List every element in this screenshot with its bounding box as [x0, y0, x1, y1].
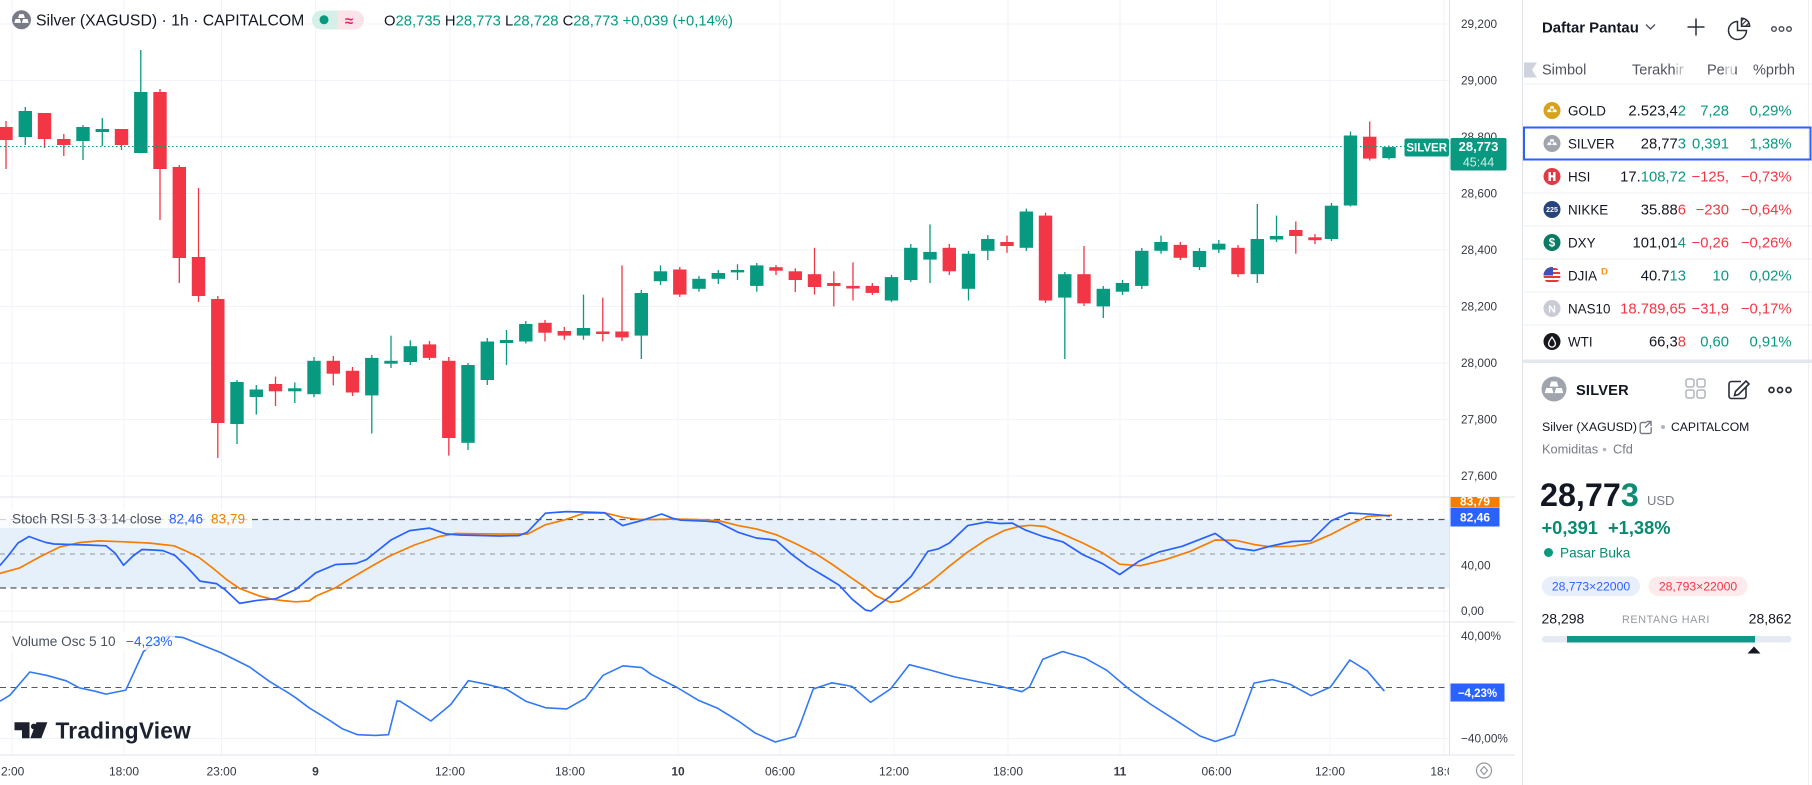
- svg-text:%prbh: %prbh: [1753, 63, 1795, 79]
- svg-text:18:00: 18:00: [109, 765, 139, 779]
- svg-text:Terakhir: Terakhir: [1632, 63, 1684, 79]
- svg-text:35.886: 35.886: [1641, 203, 1686, 219]
- svg-text:1,38%: 1,38%: [1750, 137, 1792, 153]
- svg-text:18:00: 18:00: [555, 765, 585, 779]
- svg-text:O28,735 H28,773 L28,728 C28,77: O28,735 H28,773 L28,728 C28,773 +0,039 (…: [384, 13, 733, 29]
- svg-text:101,014: 101,014: [1633, 236, 1687, 252]
- svg-text:SILVER: SILVER: [1406, 143, 1447, 155]
- svg-text:Cfd: Cfd: [1613, 442, 1633, 457]
- svg-text:18:00: 18:00: [993, 765, 1023, 779]
- svg-text:28,793×22000: 28,793×22000: [1659, 580, 1738, 594]
- svg-text:28,298: 28,298: [1542, 611, 1585, 627]
- svg-text:18:0: 18:0: [1430, 765, 1454, 779]
- svg-text:82,46: 82,46: [1460, 511, 1490, 525]
- svg-text:DXY: DXY: [1568, 236, 1596, 251]
- svg-text:−40,00%: −40,00%: [1461, 732, 1508, 746]
- svg-text:28,400: 28,400: [1461, 243, 1498, 257]
- svg-text:+1,38%: +1,38%: [1608, 517, 1671, 538]
- svg-text:−0,17%: −0,17%: [1741, 302, 1792, 318]
- svg-text:RENTANG HARI: RENTANG HARI: [1622, 614, 1710, 626]
- svg-text:40.713: 40.713: [1641, 269, 1686, 285]
- svg-text:N: N: [1548, 303, 1556, 315]
- svg-text:28,862: 28,862: [1749, 611, 1792, 627]
- svg-text:12:00: 12:00: [879, 765, 909, 779]
- svg-text:23:00: 23:00: [206, 765, 236, 779]
- svg-text:225: 225: [1546, 207, 1558, 214]
- svg-text:Pasar Buka: Pasar Buka: [1560, 546, 1631, 561]
- svg-text:0,29%: 0,29%: [1750, 104, 1792, 120]
- svg-text:−125,: −125,: [1692, 170, 1729, 186]
- svg-text:Stoch RSI 5 3 3 14 close: Stoch RSI 5 3 3 14 close: [12, 512, 162, 527]
- svg-text:−31,9: −31,9: [1692, 302, 1729, 318]
- svg-text:GOLD: GOLD: [1568, 104, 1606, 119]
- svg-text:2:00: 2:00: [1, 765, 25, 779]
- svg-text:10: 10: [671, 765, 685, 779]
- svg-text:28,773: 28,773: [1641, 137, 1686, 153]
- svg-text:28,773: 28,773: [1459, 139, 1499, 154]
- svg-text:9: 9: [312, 765, 319, 779]
- svg-text:−4,23%: −4,23%: [1458, 688, 1497, 700]
- svg-text:D: D: [1601, 267, 1608, 278]
- svg-text:−0,26%: −0,26%: [1741, 236, 1792, 252]
- svg-text:CAPITALCOM: CAPITALCOM: [1671, 420, 1749, 434]
- svg-text:Silver (XAGUSD) · 1h · CAPITAL: Silver (XAGUSD) · 1h · CAPITALCOM: [36, 13, 304, 30]
- svg-text:−230: −230: [1696, 203, 1729, 219]
- svg-text:TradingView: TradingView: [56, 718, 192, 744]
- svg-text:27,600: 27,600: [1461, 469, 1498, 483]
- svg-text:45:44: 45:44: [1463, 155, 1494, 169]
- svg-text:06:00: 06:00: [1201, 765, 1231, 779]
- svg-text:≈: ≈: [345, 13, 353, 30]
- svg-text:SILVER: SILVER: [1576, 383, 1629, 399]
- svg-text:Simbol: Simbol: [1542, 63, 1586, 79]
- svg-text:Daftar Pantau: Daftar Pantau: [1542, 21, 1639, 37]
- svg-text:11: 11: [1114, 765, 1127, 779]
- svg-text:83,79: 83,79: [1460, 495, 1490, 509]
- svg-text:29,200: 29,200: [1461, 17, 1498, 31]
- svg-text:Volume Osc 5 10: Volume Osc 5 10: [12, 634, 116, 649]
- svg-text:28,600: 28,600: [1461, 187, 1498, 201]
- svg-text:83,79: 83,79: [211, 512, 245, 527]
- svg-text:0,02%: 0,02%: [1750, 269, 1792, 285]
- svg-text:28,773: 28,773: [1540, 477, 1639, 513]
- svg-text:12:00: 12:00: [435, 765, 465, 779]
- svg-text:SILVER: SILVER: [1568, 137, 1615, 152]
- svg-text:7,28: 7,28: [1700, 104, 1729, 120]
- svg-text:27,800: 27,800: [1461, 413, 1498, 427]
- svg-text:−0,73%: −0,73%: [1741, 170, 1792, 186]
- svg-text:+0,391: +0,391: [1542, 517, 1598, 538]
- svg-text:82,46: 82,46: [169, 512, 203, 527]
- svg-text:$: $: [1549, 238, 1556, 250]
- svg-text:12:00: 12:00: [1315, 765, 1345, 779]
- svg-text:WTI: WTI: [1568, 335, 1593, 350]
- svg-text:−0,26: −0,26: [1692, 236, 1729, 252]
- svg-text:06:00: 06:00: [765, 765, 795, 779]
- svg-text:DJIA: DJIA: [1568, 269, 1597, 284]
- svg-text:0,60: 0,60: [1700, 335, 1729, 351]
- svg-text:28,200: 28,200: [1461, 300, 1498, 314]
- svg-text:2.523,42: 2.523,42: [1628, 104, 1686, 120]
- svg-text:−0,64%: −0,64%: [1741, 203, 1792, 219]
- svg-text:0,391: 0,391: [1692, 137, 1729, 153]
- svg-text:HSI: HSI: [1568, 170, 1590, 185]
- svg-text:NAS10: NAS10: [1568, 302, 1610, 317]
- svg-text:USD: USD: [1647, 493, 1674, 508]
- svg-text:28,773×22000: 28,773×22000: [1552, 580, 1631, 594]
- svg-text:66,38: 66,38: [1649, 335, 1686, 351]
- svg-text:0,00: 0,00: [1461, 604, 1484, 618]
- svg-text:29,000: 29,000: [1461, 74, 1498, 88]
- svg-text:Komiditas: Komiditas: [1542, 442, 1598, 457]
- svg-text:Silver (XAGUSD): Silver (XAGUSD): [1542, 420, 1637, 434]
- svg-text:40,00%: 40,00%: [1461, 629, 1502, 643]
- svg-text:0,91%: 0,91%: [1750, 335, 1792, 351]
- svg-text:18.789,65: 18.789,65: [1620, 302, 1686, 318]
- svg-text:28,000: 28,000: [1461, 356, 1498, 370]
- svg-text:17.108,72: 17.108,72: [1620, 170, 1686, 186]
- svg-text:NIKKE: NIKKE: [1568, 203, 1608, 218]
- svg-text:40,00: 40,00: [1461, 559, 1491, 573]
- svg-text:10: 10: [1713, 269, 1729, 285]
- svg-text:−4,23%: −4,23%: [126, 634, 172, 649]
